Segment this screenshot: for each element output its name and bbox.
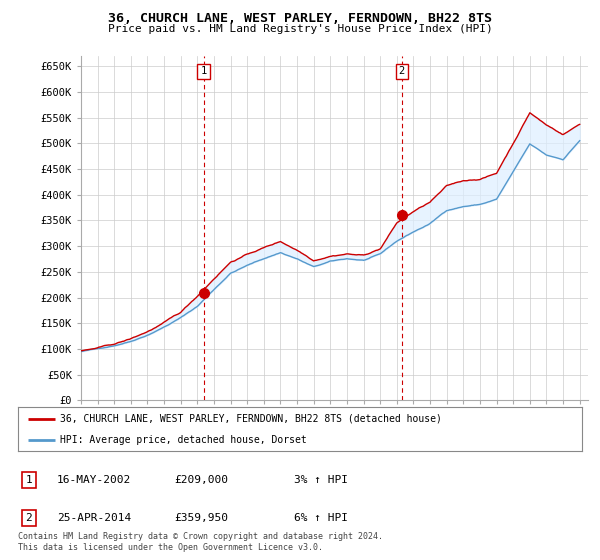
Text: £209,000: £209,000 (174, 475, 228, 485)
Text: 1: 1 (25, 475, 32, 485)
Text: HPI: Average price, detached house, Dorset: HPI: Average price, detached house, Dors… (60, 435, 307, 445)
Text: 25-APR-2014: 25-APR-2014 (57, 513, 131, 523)
Text: 3% ↑ HPI: 3% ↑ HPI (294, 475, 348, 485)
Text: 2: 2 (25, 513, 32, 523)
Text: Contains HM Land Registry data © Crown copyright and database right 2024.
This d: Contains HM Land Registry data © Crown c… (18, 532, 383, 552)
Text: 16-MAY-2002: 16-MAY-2002 (57, 475, 131, 485)
Text: 2: 2 (398, 67, 405, 77)
Text: 36, CHURCH LANE, WEST PARLEY, FERNDOWN, BH22 8TS: 36, CHURCH LANE, WEST PARLEY, FERNDOWN, … (108, 12, 492, 25)
Text: 36, CHURCH LANE, WEST PARLEY, FERNDOWN, BH22 8TS (detached house): 36, CHURCH LANE, WEST PARLEY, FERNDOWN, … (60, 414, 442, 424)
Text: £359,950: £359,950 (174, 513, 228, 523)
Text: Price paid vs. HM Land Registry's House Price Index (HPI): Price paid vs. HM Land Registry's House … (107, 24, 493, 34)
Text: 1: 1 (200, 67, 206, 77)
Text: 6% ↑ HPI: 6% ↑ HPI (294, 513, 348, 523)
